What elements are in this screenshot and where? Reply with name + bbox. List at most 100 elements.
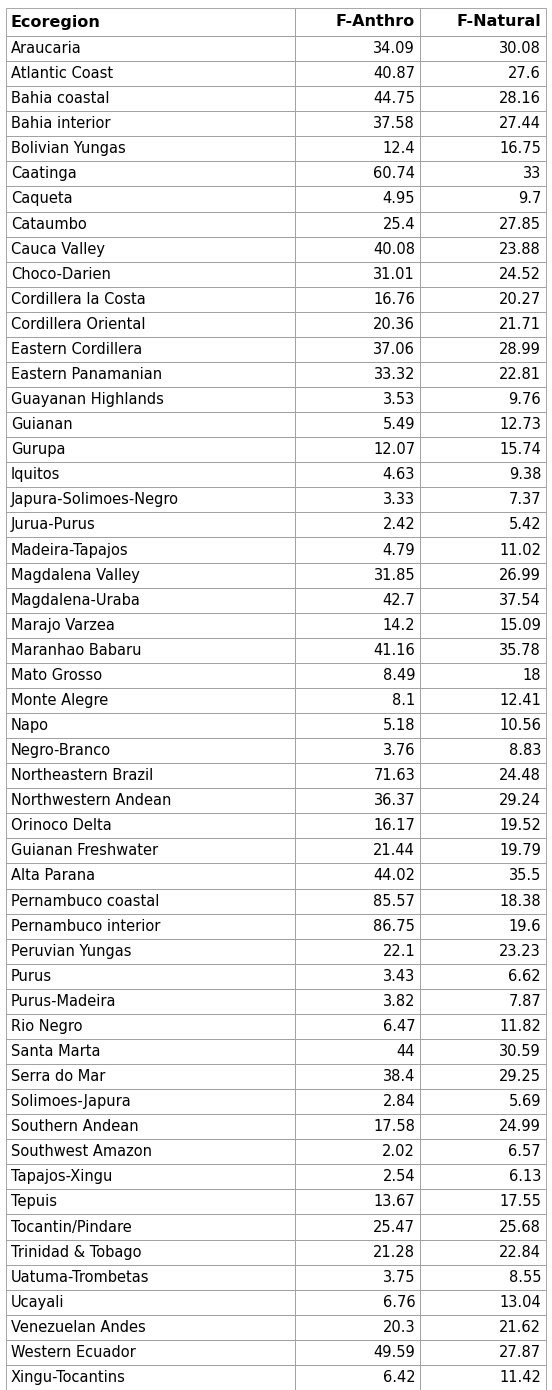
Text: Bahia interior: Bahia interior [11,117,110,131]
Text: 27.6: 27.6 [508,67,541,81]
Bar [420,286,546,311]
Text: 19.6: 19.6 [508,919,541,934]
Bar [6,1240,295,1265]
Text: 35.5: 35.5 [508,869,541,884]
Text: 27.44: 27.44 [499,117,541,131]
Bar [6,963,295,988]
Text: Japura-Solimoes-Negro: Japura-Solimoes-Negro [11,492,179,507]
Text: 12.4: 12.4 [383,142,415,156]
Bar [6,513,295,538]
Text: 11.82: 11.82 [499,1019,541,1034]
Bar [6,311,295,336]
Text: 19.52: 19.52 [499,819,541,834]
Text: 22.81: 22.81 [499,367,541,382]
Bar [420,211,546,236]
Text: 3.76: 3.76 [383,744,415,758]
Bar [420,1240,546,1265]
Bar [295,211,420,236]
Bar [420,1063,546,1090]
Text: 33: 33 [523,167,541,182]
Bar [6,1190,295,1215]
Bar [295,988,420,1013]
Text: 18.38: 18.38 [500,894,541,909]
Text: 26.99: 26.99 [499,567,541,582]
Text: 86.75: 86.75 [373,919,415,934]
Text: 37.06: 37.06 [373,342,415,357]
Text: Northeastern Brazil: Northeastern Brazil [11,769,153,783]
Text: 42.7: 42.7 [383,592,415,607]
Bar [6,738,295,763]
Bar [295,61,420,86]
Bar [295,8,420,36]
Text: 8.55: 8.55 [508,1269,541,1284]
Bar [6,1090,295,1115]
Text: 24.99: 24.99 [499,1119,541,1134]
Text: 23.23: 23.23 [499,944,541,959]
Text: 2.02: 2.02 [383,1144,415,1159]
Bar [420,913,546,938]
Text: Choco-Darien: Choco-Darien [11,267,111,282]
Bar [420,61,546,86]
Text: 8.49: 8.49 [383,667,415,682]
Bar [295,813,420,838]
Text: 19.79: 19.79 [499,844,541,859]
Bar [6,713,295,738]
Text: 4.63: 4.63 [383,467,415,482]
Bar [420,863,546,888]
Text: Xingu-Tocantins: Xingu-Tocantins [11,1371,126,1384]
Bar [420,86,546,111]
Text: 30.59: 30.59 [499,1044,541,1059]
Text: Uatuma-Trombetas: Uatuma-Trombetas [11,1269,150,1284]
Text: Gurupa: Gurupa [11,442,66,457]
Bar [6,913,295,938]
Text: 3.82: 3.82 [383,994,415,1009]
Bar [295,236,420,261]
Bar [295,111,420,136]
Text: 3.43: 3.43 [383,969,415,984]
Bar [295,186,420,211]
Bar [420,663,546,688]
Bar [295,563,420,588]
Text: Guayanan Highlands: Guayanan Highlands [11,392,164,407]
Bar [295,588,420,613]
Bar [420,411,546,438]
Bar [295,713,420,738]
Text: 17.58: 17.58 [373,1119,415,1134]
Bar [420,1215,546,1240]
Bar [420,111,546,136]
Bar [6,1340,295,1365]
Bar [420,613,546,638]
Bar [420,938,546,963]
Bar [420,988,546,1013]
Text: 31.01: 31.01 [374,267,415,282]
Bar [295,86,420,111]
Bar [295,638,420,663]
Bar [420,513,546,538]
Text: 85.57: 85.57 [373,894,415,909]
Text: Atlantic Coast: Atlantic Coast [11,67,113,81]
Bar [295,1365,420,1390]
Bar [6,61,295,86]
Bar [295,938,420,963]
Text: 37.58: 37.58 [374,117,415,131]
Text: 25.47: 25.47 [373,1219,415,1234]
Text: 49.59: 49.59 [374,1346,415,1359]
Bar [420,186,546,211]
Text: Cordillera la Costa: Cordillera la Costa [11,292,146,307]
Text: Venezuelan Andes: Venezuelan Andes [11,1320,146,1334]
Text: 27.87: 27.87 [499,1346,541,1359]
Text: Orinoco Delta: Orinoco Delta [11,819,112,834]
Bar [295,838,420,863]
Text: 6.13: 6.13 [508,1169,541,1184]
Bar [420,311,546,336]
Bar [295,1038,420,1063]
Text: 34.09: 34.09 [374,42,415,56]
Bar [6,663,295,688]
Bar [6,813,295,838]
Bar [6,638,295,663]
Text: 15.09: 15.09 [499,617,541,632]
Bar [295,763,420,788]
Bar [295,438,420,463]
Text: 9.7: 9.7 [518,192,541,207]
Bar [420,1115,546,1140]
